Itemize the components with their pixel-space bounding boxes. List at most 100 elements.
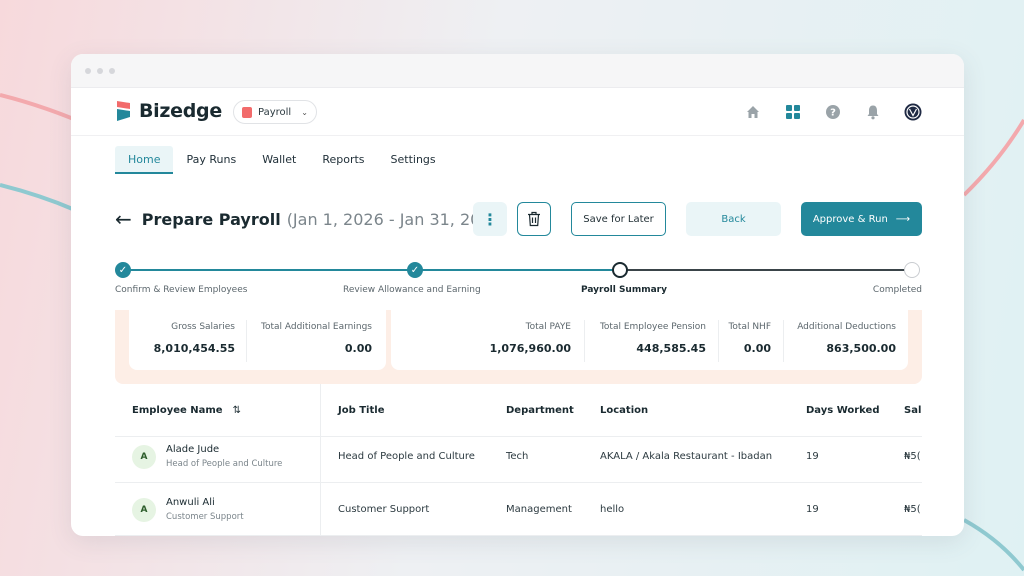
bell-icon[interactable] — [864, 103, 882, 121]
window-dot — [85, 67, 91, 74]
page-title: Prepare Payroll — [141, 209, 281, 229]
more-options-button[interactable]: ⋮ — [473, 202, 507, 236]
window-dot — [109, 67, 115, 74]
column-header-days-worked: Days Worked — [806, 405, 880, 416]
window-titlebar — [71, 54, 964, 88]
tab-home[interactable]: Home — [115, 146, 174, 174]
department-cell: Management — [506, 504, 572, 515]
page-header: ← Prepare Payroll (Jan 1, 2026 - Jan 31,… — [115, 202, 922, 236]
summary-gross-salaries: Gross Salaries 8,010,454.55 — [154, 322, 235, 355]
summary-total-pension: Total Employee Pension 448,585.45 — [600, 322, 706, 355]
user-avatar-icon[interactable] — [904, 103, 922, 121]
divider — [783, 320, 784, 362]
home-icon[interactable] — [744, 103, 762, 121]
column-header-label: Employee Name — [132, 405, 223, 416]
approve-and-run-button[interactable]: Approve & Run ⟶ — [801, 202, 922, 236]
summary-label: Total PAYE — [525, 322, 571, 332]
location-cell: AKALA / Akala Restaurant - Ibadan — [600, 451, 773, 462]
column-header-salary: Sal — [904, 405, 922, 416]
step-node-completed[interactable] — [904, 262, 920, 278]
summary-value: 448,585.45 — [636, 342, 706, 355]
days-worked-cell: 19 — [806, 451, 819, 462]
step-node-confirm[interactable]: ✓ — [115, 262, 131, 278]
tab-reports[interactable]: Reports — [322, 153, 365, 166]
step-node-summary[interactable] — [612, 262, 628, 278]
column-divider — [320, 483, 321, 535]
summary-value: 0.00 — [344, 342, 372, 355]
logo-text: Bizedge — [139, 100, 222, 122]
step-label: Payroll Summary — [581, 285, 667, 295]
step-connector — [123, 269, 418, 271]
approve-label: Approve & Run — [812, 213, 888, 225]
back-button[interactable]: Back — [686, 202, 781, 236]
avatar: A — [132, 497, 156, 522]
tab-settings[interactable]: Settings — [390, 153, 436, 166]
table-header-row: Employee Name ⇅ Job Title Department Loc… — [115, 384, 922, 437]
step-label: Confirm & Review Employees — [115, 285, 248, 295]
tab-wallet[interactable]: Wallet — [262, 153, 297, 166]
earnings-summary-card: Gross Salaries 8,010,454.55 Total Additi… — [129, 310, 386, 370]
header-actions: ⋮ Save for Later Back Approve & Run ⟶ — [473, 202, 922, 236]
employee-name: Anwuli Ali — [166, 497, 215, 508]
employee-role: Customer Support — [166, 512, 244, 522]
step-node-review[interactable]: ✓ — [407, 262, 423, 278]
top-icon-bar: ? — [744, 103, 922, 121]
svg-text:?: ? — [830, 108, 836, 119]
employee-cell: A Alade Jude Head of People and Culture — [132, 430, 282, 483]
employee-table: Employee Name ⇅ Job Title Department Loc… — [115, 384, 922, 536]
back-arrow-icon[interactable]: ← — [115, 207, 132, 231]
apps-grid-icon[interactable] — [784, 103, 802, 121]
module-label: Payroll — [258, 106, 292, 118]
summary-total-nhf: Total NHF 0.00 — [728, 322, 771, 355]
payroll-module-icon — [242, 106, 252, 118]
column-divider — [320, 430, 321, 482]
step-connector — [418, 269, 620, 271]
page-date-range: (Jan 1, 2026 - Jan 31, 2026) — [286, 209, 507, 229]
sort-icon[interactable]: ⇅ — [232, 405, 241, 416]
summary-value: 8,010,454.55 — [153, 342, 235, 355]
step-label: Review Allowance and Earning — [343, 285, 481, 295]
column-header-department: Department — [506, 405, 574, 416]
kebab-menu-icon: ⋮ — [482, 209, 498, 229]
tab-pay-runs[interactable]: Pay Runs — [186, 153, 237, 166]
days-worked-cell: 19 — [806, 504, 819, 515]
divider — [718, 320, 719, 362]
brand-logo[interactable]: Bizedge — [115, 100, 222, 122]
column-header-employee-name[interactable]: Employee Name ⇅ — [132, 384, 241, 437]
salary-cell: ₦5( — [904, 451, 921, 462]
app-window: Bizedge Payroll ⌄ ? Home — [71, 54, 964, 536]
table-row[interactable]: A Anwuli Ali Customer Support Customer S… — [115, 483, 922, 536]
summary-total-paye: Total PAYE 1,076,960.00 — [490, 322, 571, 355]
summary-additional-deductions: Additional Deductions 863,500.00 — [797, 322, 896, 355]
employee-name: Alade Jude — [166, 444, 220, 455]
trash-icon — [528, 211, 540, 227]
progress-stepper: ✓ ✓ Confirm & Review Employees Review Al… — [115, 262, 922, 302]
chevron-down-icon: ⌄ — [301, 107, 308, 117]
summary-value: 1,076,960.00 — [489, 342, 571, 355]
employee-cell: A Anwuli Ali Customer Support — [132, 483, 244, 536]
summary-value: 0.00 — [743, 342, 771, 355]
save-for-later-button[interactable]: Save for Later — [571, 202, 666, 236]
arrow-right-icon: ⟶ — [895, 213, 911, 225]
delete-button[interactable] — [517, 202, 551, 236]
summary-label: Total Employee Pension — [599, 322, 706, 332]
column-header-location: Location — [600, 405, 649, 416]
table-row[interactable]: A Alade Jude Head of People and Culture … — [115, 430, 922, 483]
deductions-summary-card: Total PAYE 1,076,960.00 Total Employee P… — [391, 310, 908, 370]
payroll-summary-panel: Gross Salaries 8,010,454.55 Total Additi… — [115, 310, 922, 384]
salary-cell: ₦5( — [904, 504, 921, 515]
module-selector[interactable]: Payroll ⌄ — [233, 100, 317, 124]
summary-additional-earnings: Total Additional Earnings 0.00 — [261, 322, 372, 355]
avatar: A — [132, 444, 156, 469]
column-header-job-title: Job Title — [338, 405, 385, 416]
location-cell: hello — [600, 504, 625, 515]
job-title-cell: Customer Support — [338, 504, 430, 515]
bizedge-logo-icon — [117, 101, 130, 121]
divider — [246, 320, 247, 362]
divider — [584, 320, 585, 362]
summary-value: 863,500.00 — [826, 342, 896, 355]
top-navbar: Bizedge Payroll ⌄ ? — [71, 88, 964, 136]
employee-role: Head of People and Culture — [166, 459, 283, 469]
main-tabs: Home Pay Runs Wallet Reports Settings — [115, 146, 449, 174]
help-icon[interactable]: ? — [824, 103, 842, 121]
